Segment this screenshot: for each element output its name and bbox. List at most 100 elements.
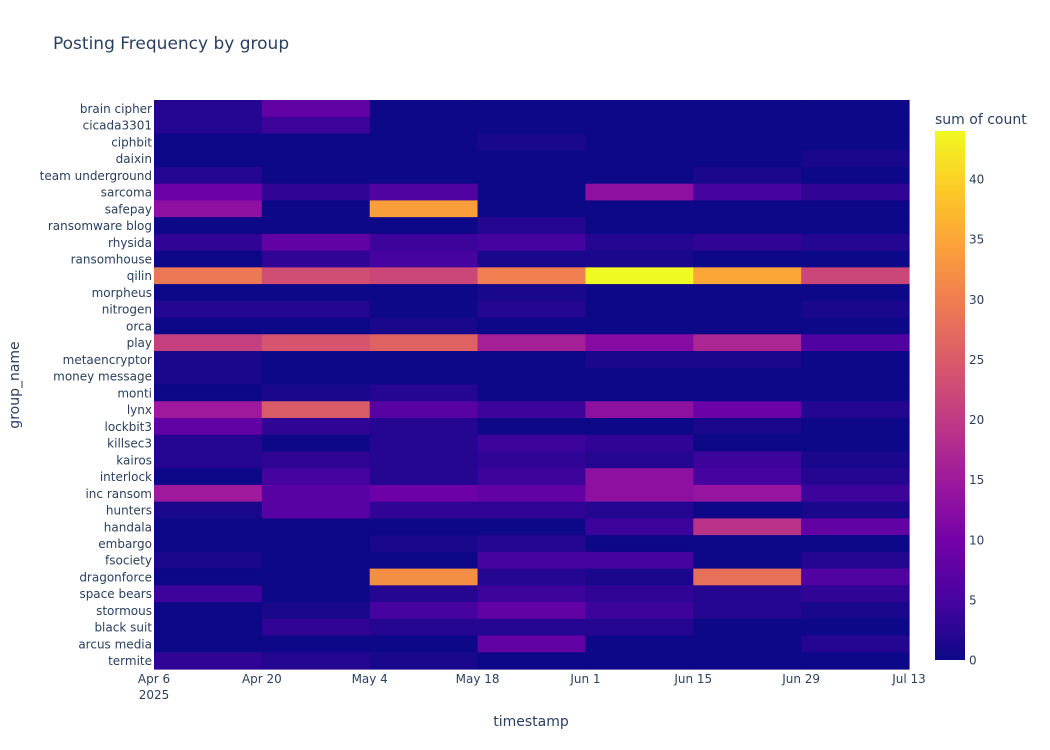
heatmap-cell[interactable] bbox=[477, 166, 587, 185]
heatmap-cell[interactable] bbox=[261, 367, 371, 386]
heatmap-cell[interactable] bbox=[154, 183, 263, 202]
heatmap-cell[interactable] bbox=[585, 434, 694, 453]
heatmap-cell[interactable] bbox=[369, 116, 479, 135]
heatmap-cell[interactable] bbox=[693, 468, 802, 486]
heatmap-cell[interactable] bbox=[261, 233, 371, 252]
heatmap-cell[interactable] bbox=[369, 367, 479, 386]
heatmap-cell[interactable] bbox=[477, 652, 587, 670]
heatmap-cell[interactable] bbox=[801, 551, 910, 570]
heatmap-cell[interactable] bbox=[261, 401, 371, 419]
heatmap-cell[interactable] bbox=[693, 116, 802, 135]
heatmap-cell[interactable] bbox=[693, 501, 802, 519]
heatmap-cell[interactable] bbox=[585, 501, 694, 519]
heatmap-cell[interactable] bbox=[261, 334, 371, 352]
heatmap-cell[interactable] bbox=[369, 267, 479, 285]
heatmap-cell[interactable] bbox=[154, 501, 263, 519]
heatmap-cell[interactable] bbox=[154, 200, 263, 218]
heatmap-cell[interactable] bbox=[261, 585, 371, 603]
heatmap-cell[interactable] bbox=[477, 602, 587, 620]
heatmap-cell[interactable] bbox=[693, 568, 802, 586]
heatmap-cell[interactable] bbox=[801, 635, 910, 653]
heatmap-cell[interactable] bbox=[154, 233, 263, 252]
heatmap-cell[interactable] bbox=[801, 535, 910, 553]
heatmap-cell[interactable] bbox=[693, 384, 802, 402]
heatmap-cell[interactable] bbox=[693, 602, 802, 620]
heatmap-cell[interactable] bbox=[154, 351, 263, 369]
heatmap-cell[interactable] bbox=[585, 367, 694, 386]
heatmap-cell[interactable] bbox=[585, 284, 694, 302]
heatmap-cell[interactable] bbox=[369, 401, 479, 419]
heatmap-cell[interactable] bbox=[801, 116, 910, 135]
heatmap-cell[interactable] bbox=[477, 451, 587, 469]
heatmap-cell[interactable] bbox=[261, 518, 371, 536]
heatmap-cell[interactable] bbox=[369, 334, 479, 352]
heatmap-cell[interactable] bbox=[369, 518, 479, 536]
heatmap-cell[interactable] bbox=[693, 133, 802, 151]
heatmap-cell[interactable] bbox=[693, 535, 802, 553]
heatmap-cell[interactable] bbox=[801, 133, 910, 151]
heatmap-cell[interactable] bbox=[154, 300, 263, 319]
heatmap-cell[interactable] bbox=[261, 468, 371, 486]
heatmap-cell[interactable] bbox=[693, 300, 802, 319]
heatmap-cell[interactable] bbox=[693, 484, 802, 503]
heatmap-cell[interactable] bbox=[693, 200, 802, 218]
heatmap-cell[interactable] bbox=[801, 384, 910, 402]
heatmap-cell[interactable] bbox=[154, 602, 263, 620]
heatmap-cell[interactable] bbox=[477, 417, 587, 436]
heatmap-cell[interactable] bbox=[477, 434, 587, 453]
heatmap-cell[interactable] bbox=[585, 535, 694, 553]
heatmap-cell[interactable] bbox=[801, 401, 910, 419]
heatmap-cell[interactable] bbox=[585, 317, 694, 335]
heatmap-cell[interactable] bbox=[154, 384, 263, 402]
heatmap-cell[interactable] bbox=[261, 183, 371, 202]
heatmap-cell[interactable] bbox=[369, 183, 479, 202]
heatmap-cell[interactable] bbox=[801, 317, 910, 335]
heatmap-cell[interactable] bbox=[261, 501, 371, 519]
heatmap-cell[interactable] bbox=[154, 250, 263, 268]
heatmap-cell[interactable] bbox=[369, 351, 479, 369]
heatmap-cell[interactable] bbox=[801, 434, 910, 453]
heatmap-cell[interactable] bbox=[154, 635, 263, 653]
heatmap-cell[interactable] bbox=[261, 300, 371, 319]
heatmap-cell[interactable] bbox=[477, 468, 587, 486]
heatmap-cell[interactable] bbox=[477, 217, 587, 235]
heatmap-cell[interactable] bbox=[261, 166, 371, 185]
heatmap-cell[interactable] bbox=[261, 652, 371, 670]
heatmap-cell[interactable] bbox=[369, 635, 479, 653]
heatmap-cell[interactable] bbox=[585, 652, 694, 670]
heatmap-cell[interactable] bbox=[369, 100, 479, 118]
heatmap-cell[interactable] bbox=[693, 150, 802, 168]
heatmap-cell[interactable] bbox=[693, 217, 802, 235]
heatmap-cell[interactable] bbox=[154, 652, 263, 670]
heatmap-cell[interactable] bbox=[154, 401, 263, 419]
heatmap-cell[interactable] bbox=[801, 351, 910, 369]
heatmap-cell[interactable] bbox=[369, 652, 479, 670]
heatmap-cell[interactable] bbox=[801, 501, 910, 519]
heatmap-cell[interactable] bbox=[693, 635, 802, 653]
heatmap-cell[interactable] bbox=[693, 100, 802, 118]
heatmap-cell[interactable] bbox=[477, 116, 587, 135]
heatmap-cell[interactable] bbox=[585, 233, 694, 252]
heatmap-cell[interactable] bbox=[261, 150, 371, 168]
heatmap-cell[interactable] bbox=[585, 334, 694, 352]
heatmap-cell[interactable] bbox=[477, 535, 587, 553]
heatmap-cell[interactable] bbox=[801, 618, 910, 637]
heatmap-cell[interactable] bbox=[154, 150, 263, 168]
heatmap-cell[interactable] bbox=[585, 551, 694, 570]
heatmap-cell[interactable] bbox=[801, 250, 910, 268]
heatmap-cell[interactable] bbox=[801, 518, 910, 536]
heatmap-cell[interactable] bbox=[261, 200, 371, 218]
heatmap-cell[interactable] bbox=[154, 535, 263, 553]
heatmap-cell[interactable] bbox=[801, 300, 910, 319]
heatmap-cell[interactable] bbox=[801, 652, 910, 670]
heatmap-cell[interactable] bbox=[801, 334, 910, 352]
heatmap-cell[interactable] bbox=[585, 150, 694, 168]
heatmap-cell[interactable] bbox=[154, 585, 263, 603]
heatmap-cell[interactable] bbox=[369, 451, 479, 469]
heatmap-cell[interactable] bbox=[477, 183, 587, 202]
heatmap-cell[interactable] bbox=[477, 568, 587, 586]
heatmap-cell[interactable] bbox=[585, 585, 694, 603]
heatmap-cell[interactable] bbox=[585, 133, 694, 151]
heatmap-cell[interactable] bbox=[261, 267, 371, 285]
